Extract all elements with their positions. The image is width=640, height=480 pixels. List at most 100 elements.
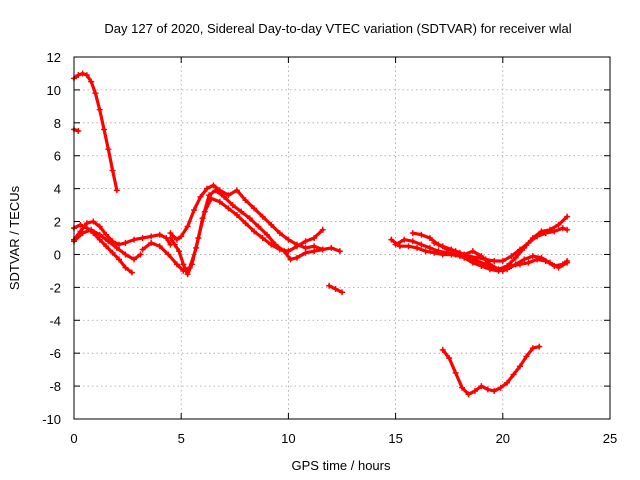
data-point (201, 208, 208, 215)
data-point (122, 251, 129, 258)
y-tick-label: 8 (54, 116, 61, 131)
data-point (276, 230, 283, 237)
data-point (409, 230, 416, 237)
data-point (88, 78, 95, 85)
data-point (452, 369, 459, 376)
data-point (216, 187, 223, 194)
data-point (459, 384, 466, 391)
data-point (311, 243, 318, 250)
data-point (564, 259, 571, 266)
data-point (203, 185, 210, 192)
data-point (555, 221, 562, 228)
data-point (173, 236, 180, 243)
y-tick-label: 0 (54, 247, 61, 262)
data-point (326, 282, 333, 289)
data-point (311, 235, 318, 241)
data-point (474, 254, 481, 261)
data-point (156, 231, 163, 238)
data-point (319, 226, 326, 233)
data-point (512, 261, 519, 268)
data-point (197, 193, 204, 200)
y-axis-label: SDTVAR / TECUs (7, 185, 22, 290)
series-arc-7 (167, 195, 326, 278)
data-point (525, 259, 532, 266)
data-point (216, 198, 223, 205)
data-point (516, 246, 523, 253)
data-point (431, 239, 438, 246)
data-point (238, 208, 245, 215)
series-arc-4 (71, 221, 135, 276)
data-point (504, 262, 511, 269)
data-point (302, 238, 309, 245)
data-point (510, 371, 517, 378)
data-point (484, 386, 491, 393)
x-tick-label: 5 (178, 431, 185, 446)
data-point (180, 261, 187, 268)
data-point (439, 243, 446, 250)
data-point (439, 346, 446, 353)
plot-frame (73, 56, 611, 420)
data-point (276, 246, 283, 253)
data-point (176, 248, 183, 255)
data-point (302, 244, 309, 251)
data-point (426, 244, 433, 251)
data-point (206, 192, 213, 199)
series-arc-14 (439, 343, 543, 398)
data-point (259, 235, 266, 241)
data-point (259, 213, 266, 220)
data-point (564, 226, 571, 233)
data-point (148, 233, 155, 240)
data-point (92, 90, 99, 97)
y-tick-label: -10 (42, 412, 61, 427)
data-point (208, 195, 215, 202)
data-point (332, 286, 339, 293)
data-point (83, 72, 90, 79)
data-point (482, 256, 489, 263)
data-point (559, 225, 566, 232)
grid (74, 57, 610, 419)
data-point (122, 264, 129, 271)
data-point (319, 246, 326, 253)
data-point (465, 253, 472, 260)
data-point (426, 235, 433, 241)
data-point (491, 258, 498, 265)
data-point (478, 262, 485, 269)
data-point (525, 239, 532, 246)
data-point (516, 363, 523, 370)
data-point (96, 223, 103, 230)
data-point (225, 205, 232, 212)
y-tick-label: 4 (54, 182, 61, 197)
data-point (388, 236, 395, 243)
data-point (422, 248, 429, 255)
series-arc-1 (71, 126, 82, 135)
data-point (251, 205, 258, 212)
data-point (103, 243, 110, 250)
data-point (521, 256, 528, 263)
data-point (131, 236, 138, 243)
data-point (103, 231, 110, 238)
data-point (435, 248, 442, 255)
data-point (538, 254, 545, 261)
data-point (336, 248, 343, 255)
data-point (529, 253, 536, 260)
data-point (171, 241, 178, 248)
data-point (534, 233, 541, 240)
series-arc-9 (326, 282, 345, 296)
data-point (512, 254, 519, 261)
y-tick-label: -4 (49, 313, 61, 328)
y-tick-label: 10 (47, 83, 61, 98)
x-axis-label: GPS time / hours (292, 458, 391, 473)
data-point (233, 211, 240, 218)
data-point (263, 231, 270, 238)
y-tick-label: -2 (49, 280, 61, 295)
data-point (478, 383, 485, 390)
data-point (242, 220, 249, 227)
data-point (195, 235, 202, 241)
data-point (188, 261, 195, 268)
data-point (88, 226, 95, 233)
x-tick-label: 10 (281, 431, 295, 446)
data-point (191, 207, 198, 214)
data-point (486, 261, 493, 268)
data-point (128, 269, 135, 276)
data-point (77, 221, 84, 228)
